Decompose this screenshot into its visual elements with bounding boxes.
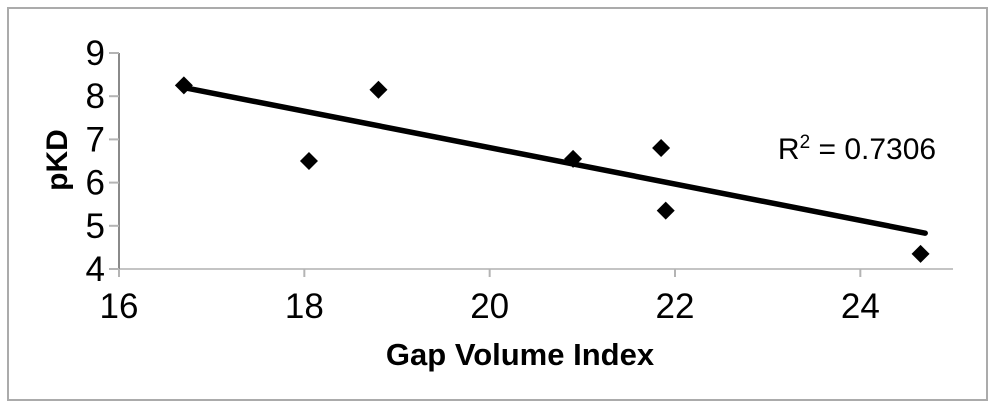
x-tick-label: 18 (285, 287, 324, 326)
data-point-marker (369, 80, 388, 99)
chart-frame (7, 7, 988, 401)
x-tick-label: 20 (470, 287, 509, 326)
data-point-marker (656, 201, 675, 220)
y-tick-label: 8 (86, 77, 105, 116)
y-tick-label: 7 (86, 120, 105, 159)
y-tick-label: 9 (86, 34, 105, 73)
r-squared-base: R (777, 133, 800, 166)
r-squared-superscript: 2 (799, 132, 811, 153)
data-point-marker (911, 244, 930, 263)
r-squared-annotation: R2 = 0.7306 (777, 132, 937, 166)
x-tick-label: 16 (100, 287, 139, 326)
y-tick-label: 4 (86, 250, 105, 289)
x-tick-label: 24 (841, 287, 880, 326)
y-tick-label: 6 (86, 164, 105, 203)
x-axis-title: Gap Volume Index (385, 337, 655, 372)
r-squared-value: = 0.7306 (810, 133, 937, 166)
data-point-marker (564, 149, 583, 168)
x-tick-label: 22 (656, 287, 695, 326)
data-point-marker (652, 139, 671, 158)
trendline (181, 84, 928, 236)
data-point-marker (299, 152, 318, 170)
y-tick-label: 5 (86, 207, 105, 246)
data-point-marker (174, 76, 193, 95)
y-axis-title: pKD (41, 129, 74, 191)
